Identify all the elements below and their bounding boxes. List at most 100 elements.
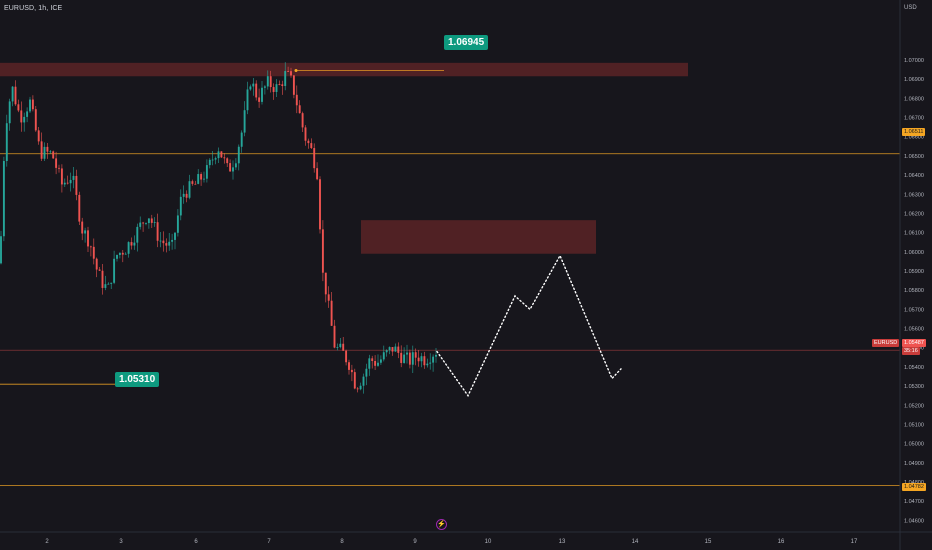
candle-body (197, 174, 200, 184)
candle-body (34, 109, 37, 131)
candle-body (104, 284, 107, 288)
candle-body (217, 151, 220, 159)
candle-body (78, 194, 81, 222)
price-tick-label: 1.04900 (904, 461, 924, 467)
candle-body (75, 175, 78, 195)
candle-body (31, 99, 34, 110)
candle-body (203, 178, 205, 180)
candle-body (339, 343, 342, 348)
price-tick-label: 1.06700 (904, 116, 924, 122)
candle-body (246, 89, 249, 111)
supply-zones (0, 62, 688, 254)
candle-body (408, 352, 411, 365)
candle-body (394, 346, 397, 352)
candle-body (290, 71, 292, 76)
candle-body (252, 83, 255, 87)
candle-body (336, 347, 339, 348)
candle-body (292, 75, 295, 95)
candle-body (113, 258, 116, 283)
candle-body (232, 167, 234, 172)
candle-body (139, 222, 142, 227)
candle-body (435, 354, 437, 357)
time-tick-label: 3 (119, 539, 123, 545)
candle-body (208, 159, 211, 166)
candle-body (417, 357, 420, 362)
candle-body (49, 151, 52, 153)
time-axis: 2 3 6 7 8 9 10 13 14 15 16 17 (45, 539, 858, 545)
price-tick-label: 1.06100 (904, 231, 924, 237)
candle-body (185, 193, 188, 198)
high-price-callout[interactable]: 1.06945 (444, 35, 489, 50)
candle-body (182, 193, 185, 197)
currency-label: USD (904, 5, 917, 11)
candle-body (101, 270, 104, 288)
candle-body (66, 182, 69, 184)
candle-body (133, 242, 136, 246)
candle-body (89, 246, 92, 248)
candle-body (284, 71, 287, 86)
supply-zone-0 (0, 62, 688, 77)
candle-body (81, 221, 84, 234)
candle-body (211, 159, 214, 161)
time-tick-label: 17 (851, 539, 858, 545)
candle-body (23, 116, 26, 123)
price-tick-label: 1.05800 (904, 288, 924, 294)
price-tick-label: 1.06400 (904, 173, 924, 179)
low-price-callout[interactable]: 1.05310 (115, 372, 160, 387)
candle-body (237, 146, 240, 164)
candle-body (321, 229, 324, 273)
candle-body (5, 123, 8, 162)
candle-body (147, 218, 150, 224)
candle-body (379, 359, 382, 363)
price-tick-label: 1.06500 (904, 154, 924, 160)
candle-body (98, 269, 101, 271)
candle-body (188, 181, 191, 198)
candle-body (194, 183, 197, 185)
candle-body (388, 347, 391, 351)
candle-body (278, 84, 281, 85)
candle-body (72, 175, 75, 180)
candle-body (11, 86, 14, 102)
candle-body (368, 358, 371, 369)
candle-body (14, 86, 17, 105)
candle-body (174, 232, 176, 240)
candle-body (316, 168, 319, 180)
candle-body (382, 352, 385, 360)
candle-body (365, 368, 368, 377)
candle-body (116, 254, 118, 259)
candle-body (426, 363, 429, 366)
candle-body (20, 110, 23, 123)
candle-body (324, 272, 327, 295)
time-tick-label: 13 (559, 539, 566, 545)
lightning-alert-icon[interactable]: ⚡ (436, 519, 447, 530)
candle-body (40, 141, 43, 159)
candle-body (200, 174, 203, 180)
price-tick-label: 1.05600 (904, 327, 924, 333)
candle-body (171, 239, 174, 242)
candle-body (179, 196, 182, 216)
candle-body (52, 151, 55, 159)
candle-body (249, 86, 252, 90)
candle-body (371, 358, 374, 361)
candle-body (37, 130, 40, 142)
candle-body (63, 182, 66, 185)
candle-body (95, 258, 98, 270)
price-tick-label: 1.06200 (904, 211, 924, 217)
candle-body (350, 369, 353, 373)
candle-body (272, 87, 275, 92)
price-tick-label: 1.05400 (904, 365, 924, 371)
price-axis: 1.070001.069001.068001.067001.066001.065… (904, 58, 924, 524)
candle-body (17, 104, 20, 111)
candle-body (301, 113, 304, 128)
candle-body (429, 362, 432, 364)
candle-body (295, 94, 298, 106)
candle-body (205, 165, 208, 179)
candle-body (118, 252, 121, 255)
candle-body (92, 246, 95, 259)
candle-body (353, 372, 356, 389)
symbol-title: EURUSD, 1h, ICE (4, 5, 63, 12)
candle-body (58, 167, 60, 169)
candle-body (69, 179, 72, 184)
candle-body (406, 352, 408, 355)
